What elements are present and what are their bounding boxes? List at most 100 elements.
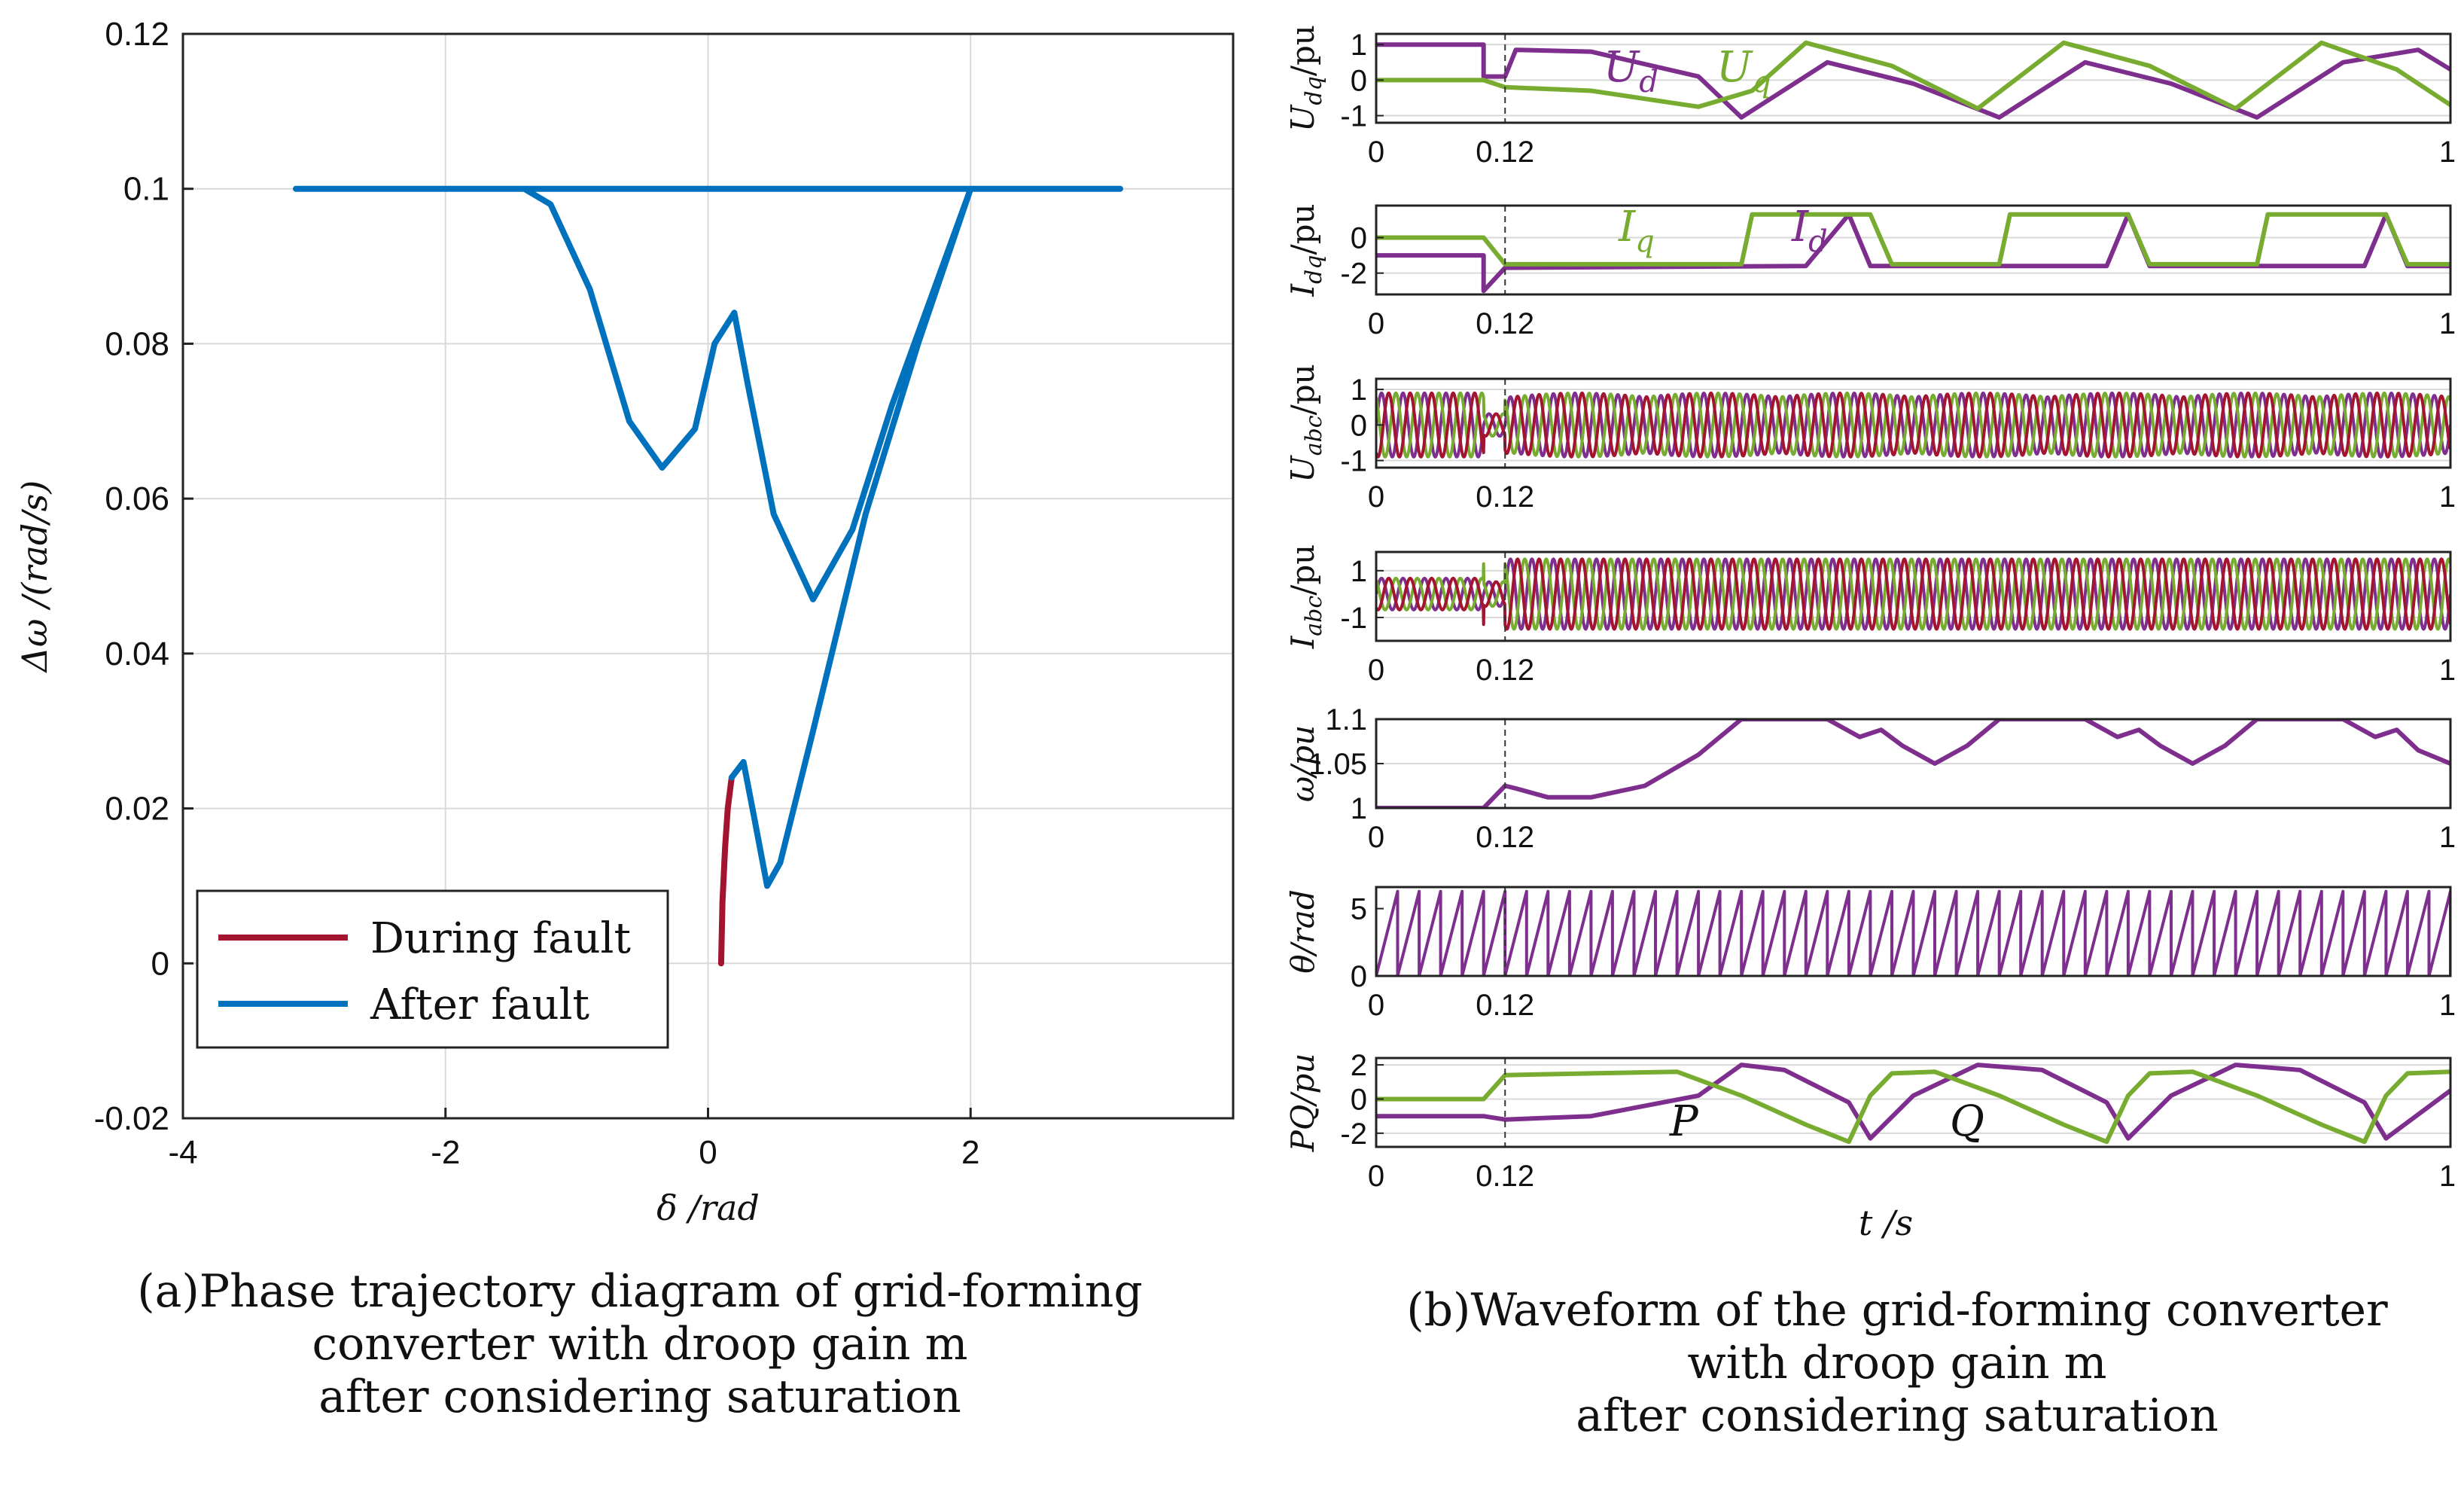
y-tick-label: 0.04 xyxy=(105,636,169,672)
series-annotation-P: P xyxy=(1669,1097,1699,1146)
phase-trajectory-panel: -4 -2 0 2 -0.02 0 0.02 0.04 0.06 0.08 0.1 0.12 δ /ra… xyxy=(14,16,1235,1228)
x-tick-label: 0 xyxy=(1368,480,1384,514)
x-tick-label: 0 xyxy=(1368,989,1384,1022)
plot-area xyxy=(1376,212,2450,294)
y-axis-label: Udq/pu xyxy=(1284,25,1327,132)
plot-area xyxy=(1376,719,2450,808)
y-tick-label: 0.02 xyxy=(105,791,169,828)
x-tick-label: 0 xyxy=(1368,1160,1384,1193)
x-tick-label: 1 xyxy=(2439,1160,2456,1193)
caption-b-line3: after considering saturation xyxy=(1576,1389,2218,1442)
x-tick-label: 0.12 xyxy=(1476,821,1534,854)
plot-area xyxy=(1376,557,2450,631)
y-tick-label: 0 xyxy=(1351,221,1367,255)
series-line-Ia xyxy=(1376,557,2450,631)
y-tick-label: 0 xyxy=(1351,64,1367,97)
y-axis-label: Uabc/pu xyxy=(1284,364,1327,482)
x-tick-label: 0.12 xyxy=(1476,654,1534,687)
y-tick-label: -0.02 xyxy=(94,1100,169,1137)
series-line-Iq xyxy=(1376,212,2450,267)
x-tick-label: -4 xyxy=(168,1134,197,1171)
y-tick-label: 1 xyxy=(1351,29,1367,62)
y-tick-label: 2 xyxy=(1351,1049,1367,1082)
x-tick-label: 0.12 xyxy=(1476,307,1534,340)
x-tick-label: 1 xyxy=(2439,307,2456,340)
series-line-P xyxy=(1376,1063,2450,1141)
y-tick-label: -2 xyxy=(1340,1118,1367,1151)
y-tick-label: -1 xyxy=(1340,602,1367,635)
series-line-Ud xyxy=(1376,42,2450,120)
series-line-Uq xyxy=(1376,40,2450,111)
plot-frame xyxy=(1375,886,2452,977)
caption-a-line1: (a)Phase trajectory diagram of grid-form… xyxy=(137,1265,1143,1318)
x-tick-label: 0 xyxy=(1368,136,1384,169)
x-tick-label: 0.12 xyxy=(1476,136,1534,169)
subplot-b6: 0 0.12 1 0 5 θ/rad xyxy=(1284,886,2456,1022)
plot-area xyxy=(1376,391,2450,459)
y-tick-label: 1.1 xyxy=(1325,703,1367,736)
series-annotation: Uq xyxy=(1716,43,1771,99)
plot-frame xyxy=(1375,32,2452,124)
subplot-b4: 0 0.12 1 -1 1 Iabc/pu xyxy=(1284,544,2456,687)
series-line-Ic xyxy=(1376,557,2450,631)
during-fault-line xyxy=(717,774,735,967)
y-tick-label: 5 xyxy=(1351,893,1367,926)
y-tick-label: 0.06 xyxy=(105,480,169,517)
y-tick-label: 0.12 xyxy=(105,16,169,53)
x-tick-label: 0 xyxy=(1368,654,1384,687)
x-tick-label: 0.12 xyxy=(1476,480,1534,514)
y-tick-label: 0 xyxy=(151,945,169,982)
legend-label: After fault xyxy=(370,980,589,1029)
series-annotation: Id xyxy=(1791,203,1828,259)
plot-area xyxy=(1376,40,2450,120)
y-axis-label: PQ/pu xyxy=(1284,1054,1321,1153)
caption-a: (a)Phase trajectory diagram of grid-form… xyxy=(137,1265,1143,1423)
plot-frame xyxy=(1375,377,2452,469)
series-line-Ib xyxy=(1376,557,2450,631)
series-line-theta xyxy=(1376,889,2450,976)
y-axis-label: Δω /(rad/s) xyxy=(14,480,55,674)
x-tick-label: 0.12 xyxy=(1476,989,1534,1022)
y-tick-label: -1 xyxy=(1340,100,1367,133)
series-line-Uc xyxy=(1376,391,2450,459)
y-tick-label: 1 xyxy=(1351,792,1367,825)
y-tick-label: 0 xyxy=(1351,409,1367,442)
plot-area xyxy=(1376,1063,2450,1145)
y-axis-label: θ/rad xyxy=(1284,889,1321,973)
x-tick-label: 0 xyxy=(1368,307,1384,340)
y-tick-label: -2 xyxy=(1340,258,1367,291)
x-tick-label: 0.12 xyxy=(1476,1160,1534,1193)
caption-a-line2: converter with droop gain m xyxy=(312,1318,968,1371)
series-line-omega xyxy=(1376,719,2450,808)
x-tick-label: 2 xyxy=(961,1134,979,1171)
y-tick-label: 0 xyxy=(1351,960,1367,993)
y-tick-label: -1 xyxy=(1340,445,1367,478)
y-tick-label: 0 xyxy=(1351,1083,1367,1116)
x-tick-label: 1 xyxy=(2439,654,2456,687)
legend-label: During fault xyxy=(370,914,631,963)
y-axis-label: ω/pu xyxy=(1284,725,1321,802)
x-tick-label: 1 xyxy=(2439,480,2456,514)
plot-frame xyxy=(1375,204,2452,296)
caption-a-line3: after considering saturation xyxy=(318,1371,961,1423)
x-axis-label: t /s xyxy=(1859,1203,1913,1243)
caption-b-line2: with droop gain m xyxy=(1687,1337,2106,1389)
x-tick-label: 0 xyxy=(1368,821,1384,854)
y-tick-label: 1 xyxy=(1351,555,1367,588)
series-line-Id xyxy=(1376,212,2450,294)
after-fault-line xyxy=(293,185,1123,889)
x-tick-label: -2 xyxy=(431,1134,460,1171)
y-tick-label: 1.05 xyxy=(1308,748,1367,781)
series-annotation-Q: Q xyxy=(1950,1097,1984,1146)
series-line-Ua xyxy=(1376,391,2450,459)
plot-frame xyxy=(1375,550,2452,642)
legend-box xyxy=(196,889,669,1049)
series-annotation: Iq xyxy=(1618,203,1655,259)
caption-b: (b)Waveform of the grid-forming converte… xyxy=(1406,1284,2388,1442)
x-tick-label: 1 xyxy=(2439,821,2456,854)
